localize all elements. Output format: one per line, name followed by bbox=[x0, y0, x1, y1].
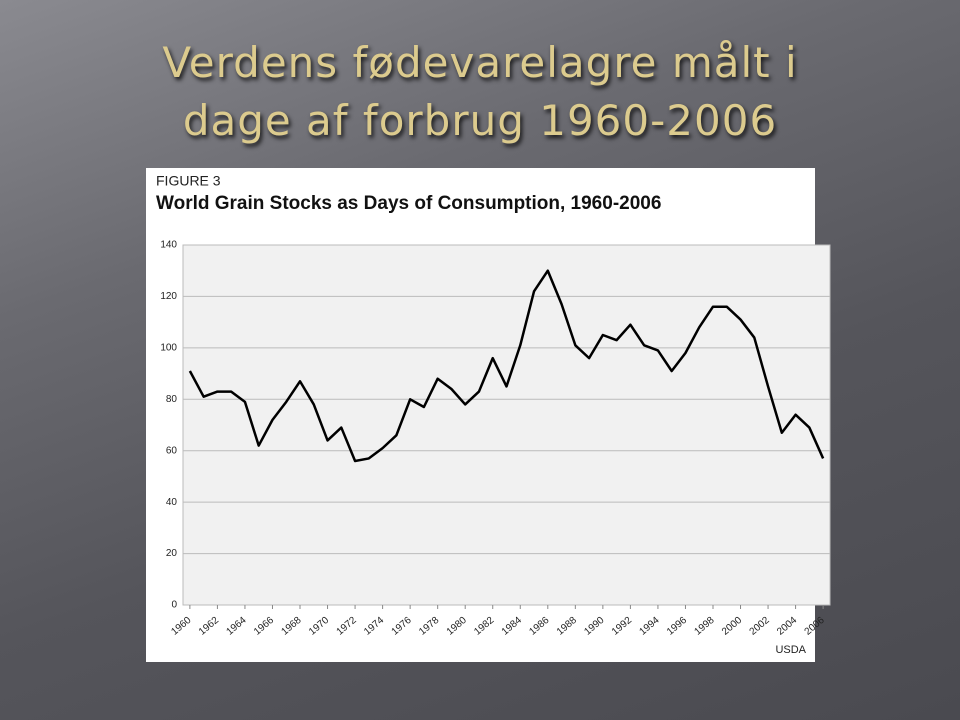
chart-title: World Grain Stocks as Days of Consumptio… bbox=[156, 193, 661, 214]
plot-area bbox=[182, 244, 831, 606]
y-tick-label: 40 bbox=[166, 497, 178, 508]
y-tick-label: 140 bbox=[160, 240, 177, 251]
slide-title: Verdens fødevarelagre målt i bbox=[162, 38, 798, 87]
y-tick-label: 0 bbox=[171, 600, 177, 611]
y-tick-label: 20 bbox=[166, 548, 178, 559]
y-tick-label: 100 bbox=[160, 342, 177, 353]
data-line bbox=[188, 269, 825, 463]
figure-label: FIGURE 3 bbox=[156, 173, 221, 189]
slide-title: dage af forbrug 1960-2006 bbox=[182, 96, 778, 145]
y-tick-label: 120 bbox=[160, 291, 177, 302]
source: USDA bbox=[775, 644, 806, 656]
y-tick-label: 80 bbox=[166, 394, 178, 405]
y-tick-label: 60 bbox=[166, 445, 178, 456]
